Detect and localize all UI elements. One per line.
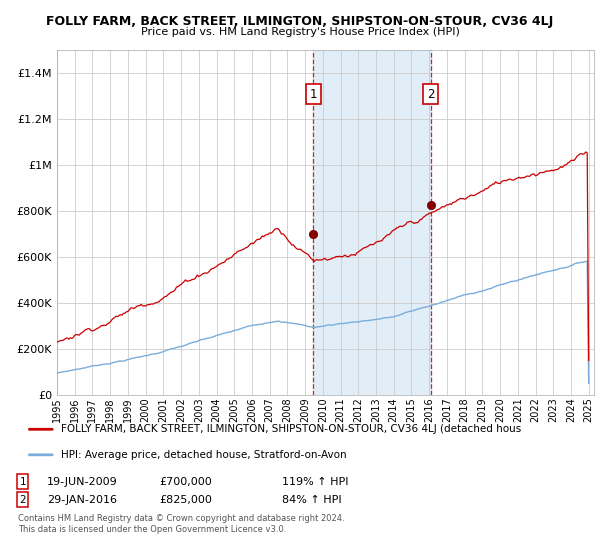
Text: FOLLY FARM, BACK STREET, ILMINGTON, SHIPSTON-ON-STOUR, CV36 4LJ: FOLLY FARM, BACK STREET, ILMINGTON, SHIP… [46, 15, 554, 27]
Bar [313, 50, 431, 395]
Text: Price paid vs. HM Land Registry's House Price Index (HPI): Price paid vs. HM Land Registry's House … [140, 27, 460, 37]
Text: 2: 2 [19, 494, 26, 505]
Text: 119% ↑ HPI: 119% ↑ HPI [282, 477, 349, 487]
Text: 1: 1 [310, 87, 317, 101]
Text: 2: 2 [427, 87, 434, 101]
Text: 84% ↑ HPI: 84% ↑ HPI [282, 494, 341, 505]
Text: HPI: Average price, detached house, Stratford-on-Avon: HPI: Average price, detached house, Stra… [61, 450, 346, 460]
Text: 29-JAN-2016: 29-JAN-2016 [47, 494, 117, 505]
Text: £825,000: £825,000 [159, 494, 212, 505]
Text: This data is licensed under the Open Government Licence v3.0.: This data is licensed under the Open Gov… [18, 525, 286, 534]
Text: FOLLY FARM, BACK STREET, ILMINGTON, SHIPSTON-ON-STOUR, CV36 4LJ (detached hous: FOLLY FARM, BACK STREET, ILMINGTON, SHIP… [61, 424, 521, 435]
Text: 19-JUN-2009: 19-JUN-2009 [47, 477, 118, 487]
Text: Contains HM Land Registry data © Crown copyright and database right 2024.: Contains HM Land Registry data © Crown c… [18, 514, 344, 523]
Text: 1: 1 [19, 477, 26, 487]
Text: £700,000: £700,000 [159, 477, 212, 487]
